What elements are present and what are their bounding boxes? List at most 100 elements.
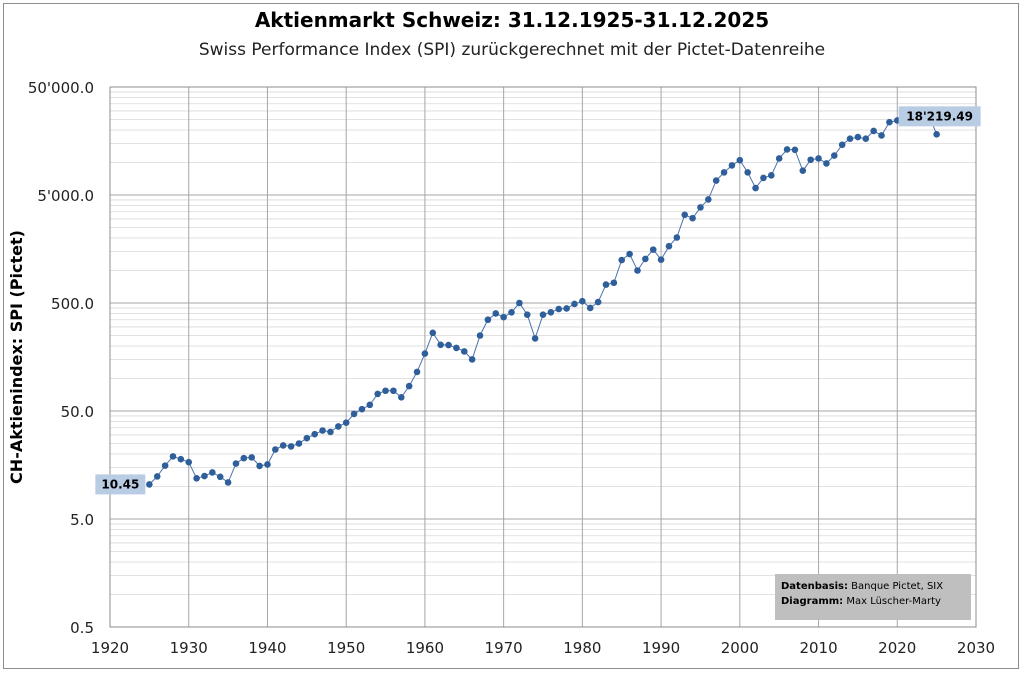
data-point [602,281,610,288]
data-point [295,440,303,447]
data-point [405,382,413,390]
y-tick-labels: 0.5 5.0 50.0 500.0 5'000.0 50'000.0 [28,79,94,637]
data-point [712,177,720,184]
y-tick-label: 0.5 [70,619,94,637]
data-point [799,167,807,174]
data-point [555,305,563,313]
data-point [492,310,500,317]
x-tick-label: 2030 [957,639,995,657]
data-point [358,405,366,413]
data-point [382,387,389,395]
data-point [579,297,586,305]
data-point [838,141,846,149]
data-point [413,368,421,376]
data-point [649,246,657,253]
data-point [933,131,940,138]
data-point [516,299,523,307]
y-tick-label: 50.0 [61,403,94,421]
data-point [374,390,381,398]
data-point [397,393,405,401]
data-point [508,309,515,316]
annotation-box [898,106,981,127]
data-point [476,332,484,339]
series-points [146,108,940,488]
data-point [193,475,200,482]
data-point [720,169,728,176]
data-point [201,472,208,480]
annotation-label: 18'219.49 [906,109,973,123]
data-point [468,356,476,363]
data-point [886,118,893,126]
data-point [571,300,578,308]
data-point [610,279,618,287]
source-diagram: Diagramm: Max Lüscher-Marty [781,594,965,609]
data-point [854,133,862,141]
annotation-label: 10.45 [101,477,139,491]
x-tick-label: 1960 [406,639,444,657]
y-tick-label: 5.0 [70,511,94,529]
data-point [618,256,626,264]
source-basis-value: Banque Pictet, SIX [851,581,944,592]
source-diagram-label: Diagramm: [781,596,844,607]
data-point [878,132,885,139]
data-point [390,387,397,395]
data-point [279,442,287,449]
x-tick-label: 1950 [327,639,365,657]
x-tick-label: 1940 [248,639,286,657]
data-point [342,419,350,426]
data-point [744,169,751,176]
data-point [240,454,248,462]
minor-gridlines [110,91,976,595]
data-point [327,428,334,436]
data-point [697,204,704,211]
y-tick-label: 5'000.0 [37,187,94,205]
data-point [760,174,767,182]
annotation-box [95,474,146,495]
data-point [531,335,539,342]
data-point [830,152,838,159]
source-diagram-value: Max Lüscher-Marty [846,596,941,607]
plot-area-border [109,86,977,628]
data-point [437,341,444,349]
data-point [626,250,633,258]
y-axis-label: CH-Aktienindex: SPI (Pictet) [7,230,26,484]
data-point [870,127,877,135]
data-point [563,305,570,312]
x-tick-label: 1930 [170,639,208,657]
y-tick-label: 50'000.0 [28,79,94,97]
data-point [657,256,665,263]
data-point [594,298,602,306]
x-tick-label: 2000 [721,639,759,657]
data-point [303,434,311,442]
data-point [146,481,153,488]
source-basis-label: Datenbasis: [781,581,848,592]
data-point [634,267,641,274]
data-point [823,160,830,167]
source-box: Datenbasis: Banque Pictet, SIX Diagramm:… [775,574,971,620]
data-point [272,446,279,453]
data-point [232,460,240,467]
x-tick-label: 2020 [878,639,916,657]
data-point [673,234,681,241]
data-point [311,430,318,438]
data-point [484,316,492,324]
data-point [161,462,169,469]
source-basis: Datenbasis: Banque Pictet, SIX [781,579,965,594]
data-point [791,146,799,154]
x-tick-label: 1970 [485,639,523,657]
x-tick-label: 2010 [799,639,837,657]
data-point [665,242,673,250]
x-tick-label: 1990 [642,639,680,657]
data-point [547,309,555,316]
data-point [350,410,358,418]
annotations: 10.45 18'219.49 [95,106,981,495]
data-point [224,479,232,486]
data-point [445,341,452,349]
x-tick-label: 1980 [563,639,601,657]
data-point [586,304,594,312]
data-point [752,184,759,192]
data-point [264,461,271,468]
data-point [287,443,295,450]
data-point [460,348,468,355]
